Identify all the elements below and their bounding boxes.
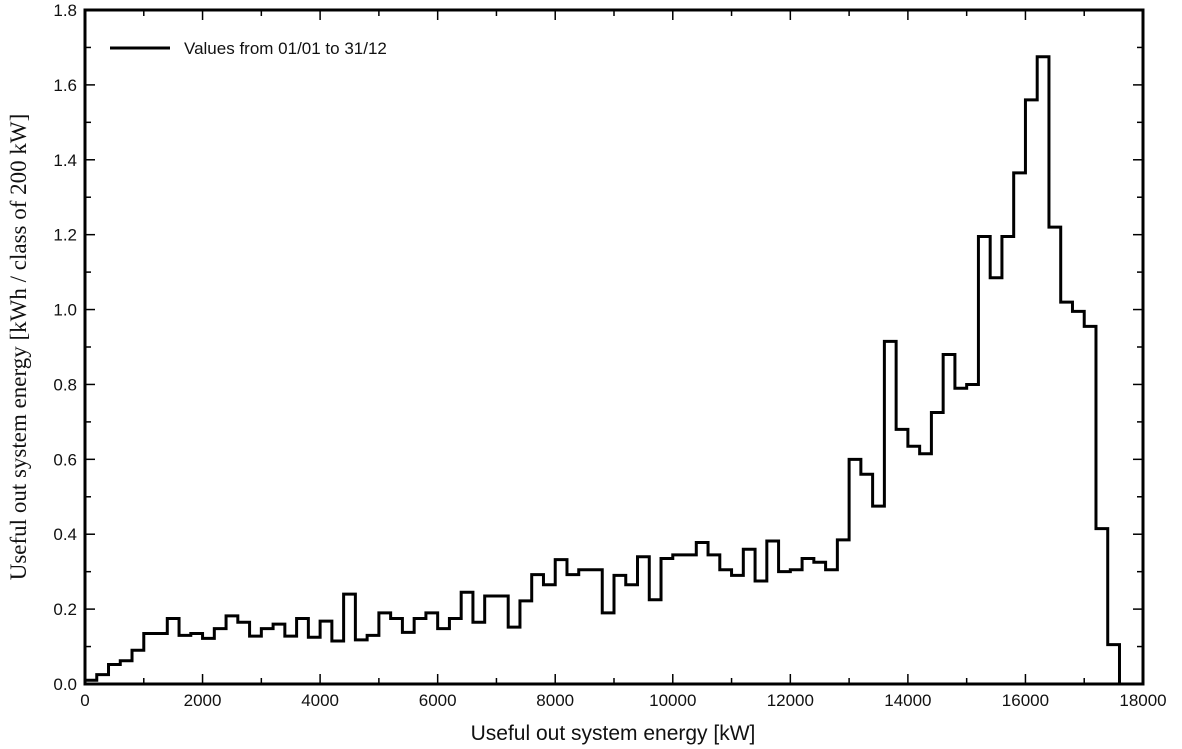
x-tick-label: 18000 <box>1119 691 1166 710</box>
x-tick-label: 16000 <box>1002 691 1049 710</box>
x-tick-label: 14000 <box>884 691 931 710</box>
y-axis-title: Useful out system energy [kWh / class of… <box>6 114 31 581</box>
y-tick-label: 0.2 <box>53 600 77 619</box>
legend-label: Values from 01/01 to 31/12 <box>184 39 387 58</box>
y-tick-label: 1.0 <box>53 301 77 320</box>
y-tick-label: 0.8 <box>53 375 77 394</box>
x-tick-label: 4000 <box>301 691 339 710</box>
plot-frame <box>83 8 1145 686</box>
series-step-line <box>83 55 1121 684</box>
y-tick-label: 0.6 <box>53 450 77 469</box>
y-tick-labels: 0.0 0.2 0.4 0.6 0.8 1.0 1.2 1.4 1.6 1.8 <box>53 1 77 694</box>
x-tick-label: 6000 <box>419 691 457 710</box>
legend: Values from 01/01 to 31/12 <box>110 39 387 58</box>
y-tick-label: 0.4 <box>53 525 77 544</box>
x-tick-label: 12000 <box>767 691 814 710</box>
y-tick-label: 1.6 <box>53 76 77 95</box>
x-axis-title: Useful out system energy [kW] <box>471 722 756 745</box>
y-tick-label: 1.8 <box>53 1 77 20</box>
x-tick-label: 8000 <box>536 691 574 710</box>
y-tick-label: 0.0 <box>53 675 77 694</box>
y-tick-label: 1.4 <box>53 151 77 170</box>
x-tick-label: 0 <box>80 691 89 710</box>
x-tick-labels: 0 2000 4000 6000 8000 10000 12000 14000 16000 180… <box>80 691 1166 710</box>
x-tick-label: 2000 <box>184 691 222 710</box>
y-tick-label: 1.2 <box>53 226 77 245</box>
x-tick-label: 10000 <box>649 691 696 710</box>
